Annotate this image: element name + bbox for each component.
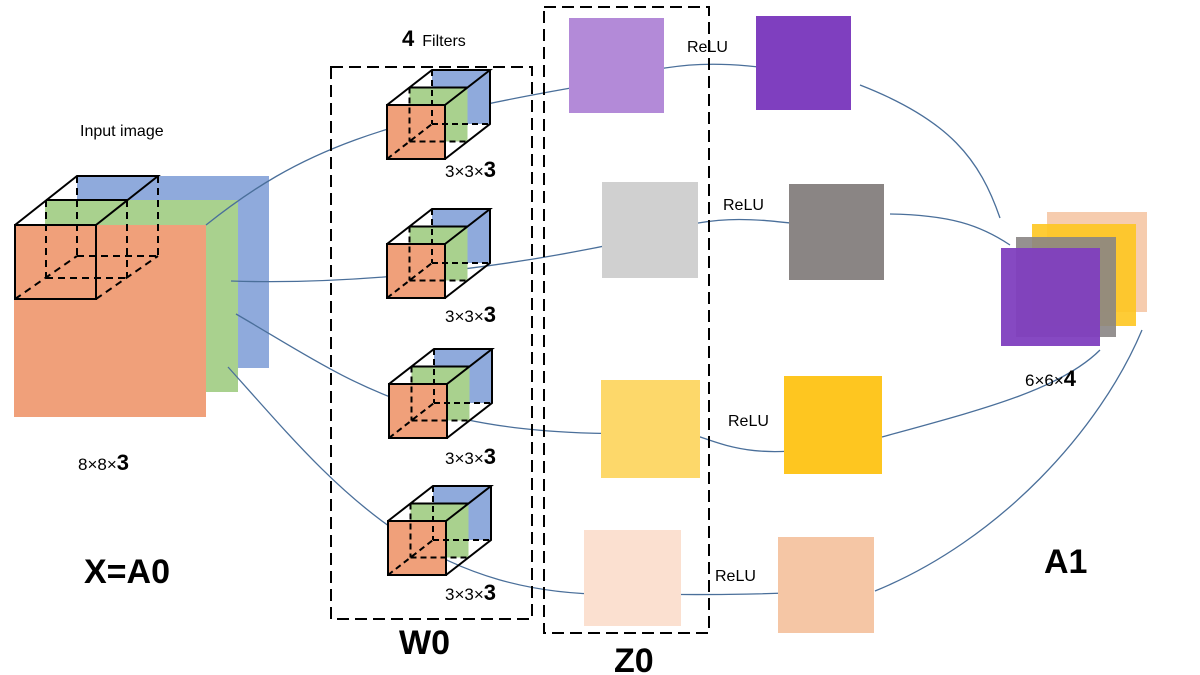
z0-name: Z0 [614,642,654,675]
filter-dims: 3×3×3 [445,580,496,605]
filter-channel-red [388,521,446,575]
filter-cube: 3×3×3 [386,208,496,327]
z0-box [543,6,710,634]
filter-cube: 3×3×3 [386,69,496,182]
filter-dims: 3×3×3 [445,444,496,469]
z0-map-1 [569,18,664,113]
filter-channel-red [389,384,447,438]
a1-map-4 [778,537,874,633]
input-dims: 8×8×3 [78,450,129,475]
input-channel-red [14,225,206,417]
a1-stack [1001,212,1147,346]
relu-label-4: ReLU [715,568,756,585]
filters-title: 4 Filters [402,26,466,51]
input-image: Input image 8×8×3 X=A0 [14,123,269,591]
relu-label-1: ReLU [687,39,728,56]
input-caption: Input image [80,123,164,140]
filter-channel-red [387,244,445,298]
a1-stack-1 [1001,248,1100,346]
z0-map-4 [584,530,681,626]
filter-dims: 3×3×3 [445,302,496,327]
z0-map-3 [601,380,700,478]
a1-name: A1 [1044,543,1087,581]
filter-cube: 3×3×3 [387,485,496,605]
a1-dims: 6×6×4 [1025,366,1077,391]
relu-label-3: ReLU [728,413,769,430]
input-name: X=A0 [84,553,170,591]
receptive-field-cube [14,175,161,300]
filters-box [330,66,533,620]
relu-label-2: ReLU [723,197,764,214]
filter-cube: 3×3×3 [388,348,496,469]
filters-name: W0 [399,624,450,662]
filter-channel-red [387,105,445,159]
filters-group: 3×3×3 3×3×3 3×3×3 3×3×3 [386,69,496,605]
a1-map-1 [756,16,851,110]
a1-map-3 [784,376,882,474]
filter-dims: 3×3×3 [445,157,496,182]
a1-map-2 [789,184,884,280]
z0-map-2 [602,182,698,278]
